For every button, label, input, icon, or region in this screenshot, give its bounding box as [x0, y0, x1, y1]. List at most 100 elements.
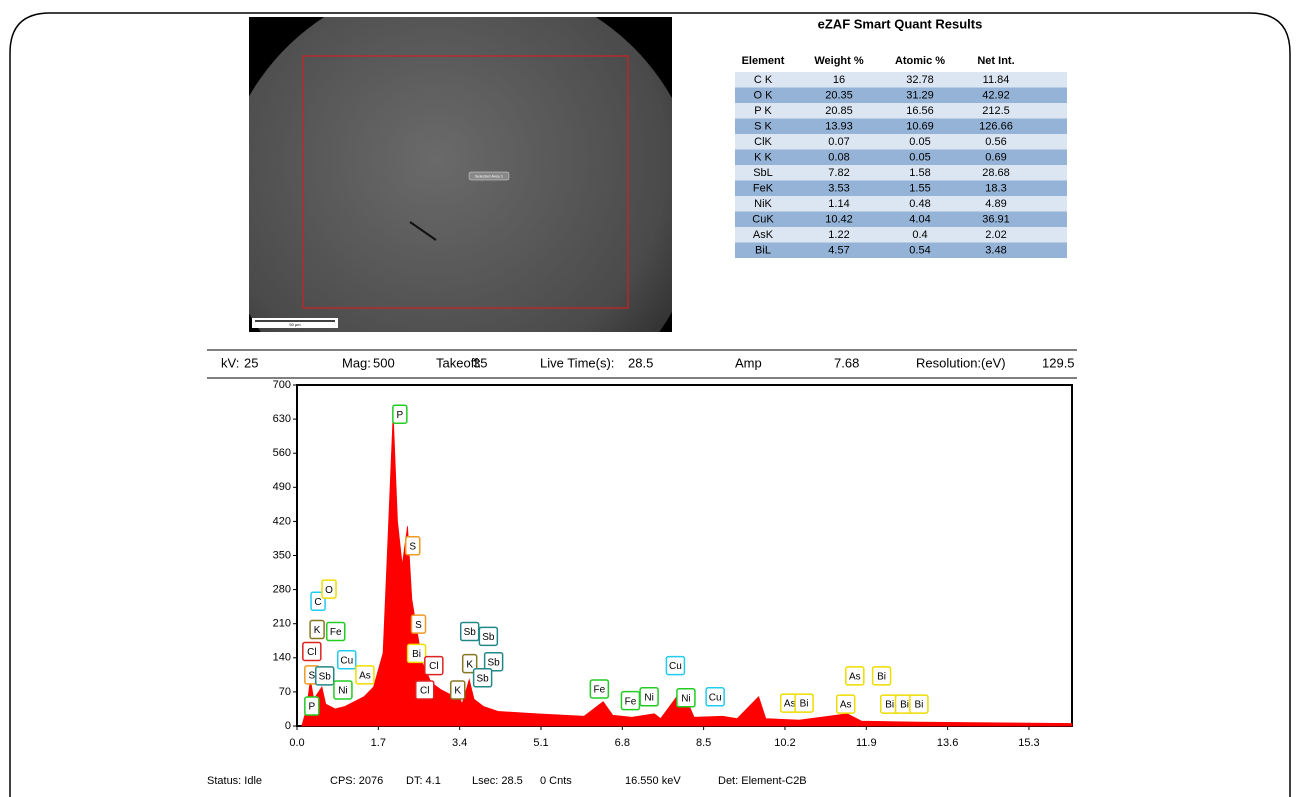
x-tick-label: 0.0 [289, 737, 304, 749]
peak-label: Cl [420, 686, 429, 697]
table-header: Weight % [814, 55, 864, 67]
peak-label-box [309, 619, 325, 640]
x-tick-label: 3.4 [452, 737, 467, 749]
table-cell: 28.68 [982, 167, 1010, 179]
peak-label: Ni [681, 693, 690, 704]
table-cell: 32.78 [906, 74, 934, 86]
peak-label: Ni [644, 692, 653, 703]
table-cell: 0.05 [909, 151, 930, 163]
table-cell: 1.14 [828, 198, 849, 210]
table-cell: ClK [754, 136, 772, 148]
peak-label-box [705, 687, 725, 707]
table-row [735, 149, 1067, 165]
peak-label: Sb [477, 673, 490, 684]
scale-label: 50 µm [289, 322, 301, 327]
table-row [735, 242, 1067, 258]
table-cell: 16.56 [906, 105, 934, 117]
peak-label-box [794, 693, 814, 713]
peak-label-box [835, 694, 856, 714]
peak-label-box [676, 687, 696, 708]
peak-label: Cu [340, 655, 353, 666]
y-tick-label: 70 [279, 686, 291, 698]
table-cell: 212.5 [982, 105, 1010, 117]
table-cell: 3.48 [985, 244, 1006, 256]
selection-rect [302, 55, 629, 309]
table-cell: 1.55 [909, 182, 930, 194]
acq-label: kV: [221, 355, 239, 370]
status-item: 16.550 keV [625, 775, 681, 787]
table-row [735, 87, 1067, 103]
sem-image: Selected Area 1 50 µm [249, 17, 672, 332]
peak-label-box [314, 666, 335, 686]
table-row [735, 103, 1067, 119]
peak-label: Fe [330, 627, 342, 638]
peak-label-box [449, 680, 466, 700]
peak-label-box [478, 626, 499, 647]
peak-label-box [355, 665, 375, 685]
table-cell: P K [754, 105, 772, 117]
y-tick-label: 560 [273, 447, 291, 459]
acq-label: Amp [735, 355, 762, 370]
table-row [735, 134, 1067, 150]
peak-label-box [639, 687, 659, 707]
peak-label: As [840, 700, 852, 711]
y-tick-label: 420 [273, 515, 291, 527]
peak-label-box [302, 641, 322, 662]
table-row [735, 118, 1067, 134]
x-tick-label: 11.9 [856, 737, 877, 749]
status-item: DT: 4.1 [406, 775, 441, 787]
table-row [735, 227, 1067, 243]
peak-label-box [845, 666, 865, 686]
y-tick-label: 630 [273, 413, 291, 425]
table-header: Net Int. [977, 55, 1014, 67]
table-cell: K K [754, 151, 772, 163]
peak-label: Sb [319, 671, 332, 682]
status-item: 0 Cnts [540, 775, 572, 787]
y-tick-label: 0 [285, 720, 291, 732]
table-cell: FeK [753, 182, 774, 194]
page-frame [9, 12, 1291, 797]
y-tick-label: 350 [273, 549, 291, 561]
table-cell: 0.08 [828, 151, 849, 163]
peak-label: P [397, 410, 404, 421]
peak-label: Bi [914, 700, 923, 711]
table-cell: 1.58 [909, 167, 930, 179]
peak-label-box [424, 655, 444, 676]
x-tick-label: 8.5 [696, 737, 711, 749]
table-cell: 0.69 [985, 151, 1006, 163]
status-item: Det: Element-C2B [718, 775, 807, 787]
peak-label: K [466, 659, 473, 670]
table-cell: 4.57 [828, 244, 849, 256]
table-cell: 7.82 [828, 167, 849, 179]
table-cell: 13.93 [825, 120, 853, 132]
peak-label-box [326, 621, 346, 642]
peak-label: C [314, 597, 321, 608]
table-cell: 3.53 [828, 182, 849, 194]
table-row [735, 211, 1067, 227]
peak-label: Fe [594, 685, 606, 696]
peak-label: Bi [885, 700, 894, 711]
table-cell: CuK [752, 213, 774, 225]
peak-label-box [665, 655, 686, 676]
table-cell: 0.07 [828, 136, 849, 148]
peak-label-box [321, 579, 337, 599]
table-cell: 11.84 [983, 74, 1010, 86]
sample-disc [249, 17, 672, 332]
x-tick-label: 5.1 [533, 737, 548, 749]
acq-label: Mag: [342, 355, 371, 370]
peak-label-box [333, 680, 353, 700]
peak-label-box [461, 653, 478, 674]
table-cell: C K [754, 74, 773, 86]
acq-value: 35 [473, 355, 487, 370]
peak-label: Cu [709, 692, 722, 703]
table-cell: AsK [753, 229, 774, 241]
peak-label-box [337, 649, 357, 670]
peak-label-box [406, 643, 427, 664]
peak-label-box [909, 694, 929, 714]
spectrum [301, 414, 1073, 727]
peak-label: Cl [307, 647, 316, 658]
acq-value: 25 [244, 355, 258, 370]
peak-label: Sb [482, 632, 495, 643]
peak-label: Fe [625, 696, 637, 707]
peak-label-box [304, 696, 320, 716]
